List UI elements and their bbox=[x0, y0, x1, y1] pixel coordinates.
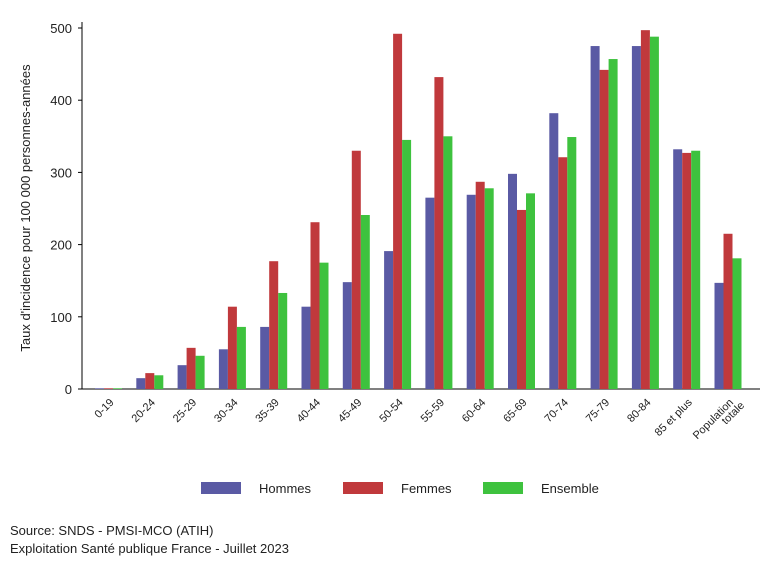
exploitation-note: Exploitation Santé publique France - Jui… bbox=[10, 541, 289, 556]
bar-femmes bbox=[682, 152, 692, 389]
bar-hommes bbox=[673, 149, 683, 389]
bar-ensemble bbox=[732, 258, 742, 389]
bar-femmes bbox=[145, 373, 155, 389]
bar-hommes bbox=[425, 197, 435, 389]
bar-ensemble bbox=[608, 59, 618, 390]
bar-femmes bbox=[310, 222, 320, 389]
legend-swatch-femmes bbox=[343, 482, 383, 494]
legend-label-hommes: Hommes bbox=[259, 481, 312, 496]
source-note: Source: SNDS - PMSI-MCO (ATIH) bbox=[10, 523, 214, 538]
bar-ensemble bbox=[278, 292, 288, 389]
bar-hommes bbox=[631, 46, 641, 390]
bar-ensemble bbox=[195, 355, 205, 389]
bar-femmes bbox=[227, 306, 237, 389]
bar-femmes bbox=[434, 77, 444, 389]
y-tick-label: 400 bbox=[50, 93, 72, 108]
x-tick-label: 20-24 bbox=[130, 397, 158, 425]
bar-hommes bbox=[384, 251, 394, 389]
x-tick-labels: 0-19 20-24 25-29 30-34 35-39 40-44 45-49 50-54 5… bbox=[93, 396, 748, 442]
bar-hommes bbox=[466, 194, 476, 389]
bar-ensemble bbox=[402, 139, 412, 389]
bar-hommes bbox=[590, 46, 600, 390]
bar-hommes bbox=[342, 282, 352, 389]
bar-hommes bbox=[95, 388, 104, 389]
x-tick-label: 65-69 bbox=[501, 397, 529, 425]
bar-ensemble bbox=[649, 36, 659, 389]
bar-ensemble bbox=[236, 326, 246, 389]
legend-swatch-hommes bbox=[201, 482, 241, 494]
bar-hommes bbox=[508, 173, 517, 389]
bar-femmes bbox=[186, 347, 196, 389]
legend-swatch-ensemble bbox=[483, 482, 523, 494]
x-tick-label: 75-79 bbox=[584, 397, 612, 425]
legend-label-femmes: Femmes bbox=[401, 481, 452, 496]
bar-hommes bbox=[301, 306, 311, 389]
bar-ensemble bbox=[319, 262, 329, 389]
bars bbox=[95, 30, 742, 390]
x-tick-label: 50-54 bbox=[377, 397, 405, 425]
y-tick-label: 500 bbox=[50, 21, 72, 36]
bar-ensemble bbox=[526, 193, 535, 389]
bar-chart: Taux d'incidence pour 100 000 personnes-… bbox=[18, 21, 760, 496]
x-tick-label: 0-19 bbox=[93, 397, 117, 421]
x-tick-label: 85 et plus bbox=[653, 396, 696, 439]
bar-hommes bbox=[260, 326, 270, 389]
x-tick-label: 25-29 bbox=[171, 397, 199, 425]
bar-ensemble bbox=[360, 214, 370, 389]
x-tick-label: 40-44 bbox=[295, 397, 323, 425]
x-tick-label: 55-59 bbox=[419, 397, 447, 425]
x-tick-label: 60-64 bbox=[460, 397, 488, 425]
bar-femmes bbox=[517, 209, 526, 389]
x-tick-label: 80-84 bbox=[625, 397, 653, 425]
bar-ensemble bbox=[154, 375, 164, 389]
x-tick-label: 35-39 bbox=[253, 397, 281, 425]
bar-hommes bbox=[714, 282, 724, 389]
legend-label-ensemble: Ensemble bbox=[541, 481, 599, 496]
bar-ensemble bbox=[567, 137, 577, 389]
bar-hommes bbox=[218, 349, 228, 389]
legend: Hommes Femmes Ensemble bbox=[201, 481, 599, 496]
bar-hommes bbox=[549, 113, 559, 390]
bar-ensemble bbox=[443, 136, 453, 389]
bar-ensemble bbox=[691, 150, 701, 389]
y-tick-label: 100 bbox=[50, 310, 72, 325]
bar-femmes bbox=[599, 69, 609, 389]
bar-ensemble bbox=[484, 188, 494, 389]
bar-femmes bbox=[640, 30, 650, 389]
x-tick-label: 30-34 bbox=[212, 397, 240, 425]
bar-femmes bbox=[558, 157, 568, 389]
bar-femmes bbox=[393, 33, 403, 389]
y-tick-label: 300 bbox=[50, 165, 72, 180]
y-axis-label: Taux d'incidence pour 100 000 personnes-… bbox=[18, 64, 33, 352]
bar-hommes bbox=[136, 378, 146, 389]
x-tick-label: 45-49 bbox=[336, 397, 364, 425]
bar-ensemble bbox=[113, 388, 122, 389]
y-tick-label: 200 bbox=[50, 238, 72, 253]
bar-femmes bbox=[723, 233, 733, 389]
bar-femmes bbox=[351, 150, 361, 389]
y-tick-label: 0 bbox=[65, 382, 72, 397]
bar-femmes bbox=[104, 388, 113, 389]
bar-femmes bbox=[475, 181, 485, 389]
x-tick-label: 70-74 bbox=[543, 397, 571, 425]
bar-femmes bbox=[269, 261, 279, 389]
bar-hommes bbox=[177, 365, 187, 389]
